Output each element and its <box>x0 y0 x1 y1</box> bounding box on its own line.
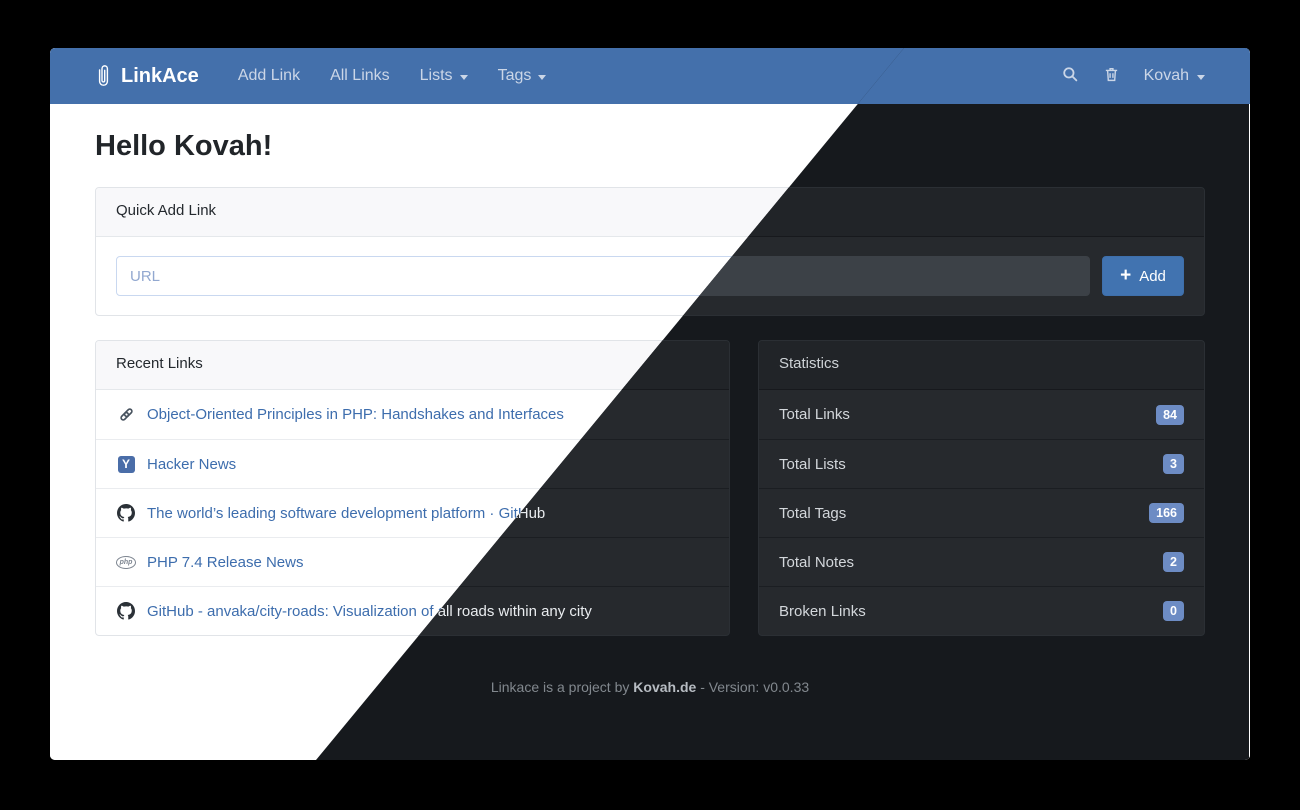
navbar-actions: Kovah <box>1061 65 1205 88</box>
count-badge: 84 <box>1156 404 1184 425</box>
nav-tags-dropdown[interactable]: Tags <box>498 67 547 85</box>
count-badge: 2 <box>1163 552 1184 572</box>
chevron-down-icon <box>538 74 547 80</box>
list-item: Object-Oriented Principles in PHP: Hands… <box>96 390 729 439</box>
recent-link[interactable]: PHP 7.4 Release News <box>147 553 304 571</box>
app-window: LinkAce Add Link All Links Lists Tags <box>50 48 1250 760</box>
page-title: Hello Kovah! <box>95 130 273 162</box>
recent-link[interactable]: Object-Oriented Principles in PHP: Hands… <box>147 406 564 423</box>
brand-link[interactable]: LinkAce <box>95 63 199 89</box>
paperclip-logo-icon <box>95 63 112 89</box>
trash-button[interactable] <box>1103 65 1120 88</box>
footer: Linkace is a project by Kovah.de - Versi… <box>490 679 810 695</box>
recent-link[interactable]: Hacker News <box>147 455 237 473</box>
nav-all-links[interactable]: All Links <box>330 67 390 84</box>
hackernews-icon: Y <box>116 455 136 473</box>
trash-icon <box>1103 65 1120 88</box>
github-icon <box>116 602 136 620</box>
add-button[interactable]: + Add <box>1102 256 1184 296</box>
list-item: php PHP 7.4 Release News <box>316 537 729 586</box>
count-badge: 3 <box>1163 454 1184 474</box>
search-button[interactable] <box>1061 65 1079 88</box>
github-icon <box>116 504 136 522</box>
footer-kovah-link[interactable]: Kovah.de <box>633 679 697 695</box>
nav-lists-dropdown[interactable]: Lists <box>420 67 468 85</box>
recent-links-title: Recent Links <box>96 341 729 390</box>
count-badge: 166 <box>1149 503 1184 523</box>
plus-icon: + <box>1120 264 1132 286</box>
stat-row: Total Links 84 <box>759 390 1204 439</box>
stat-row: Total Lists 3 <box>759 439 1204 488</box>
user-menu[interactable]: Kovah <box>1144 67 1205 85</box>
main-nav: Add Link All Links Lists Tags <box>223 67 562 85</box>
chevron-down-icon <box>459 74 468 80</box>
statistics-title: Statistics <box>759 341 1204 390</box>
stat-row: Total Notes 2 <box>759 537 1204 586</box>
statistics-card: Statistics Total Links 84 Total Lists 3 … <box>758 340 1205 636</box>
list-item: The world’s leading software development… <box>96 488 729 537</box>
stat-row: Broken Links 0 <box>759 586 1204 635</box>
recent-link[interactable]: The world’s leading software development… <box>147 504 546 522</box>
user-name: Kovah <box>1143 67 1189 84</box>
brand-name: LinkAce <box>121 64 199 87</box>
count-badge: 0 <box>1163 601 1184 621</box>
list-item: php PHP 7.4 Release News <box>96 537 729 586</box>
search-icon <box>1061 65 1079 88</box>
nav-add-link[interactable]: Add Link <box>237 67 301 84</box>
chain-link-icon <box>116 406 136 423</box>
stat-row: Total Tags 166 <box>759 488 1204 537</box>
php-icon: php <box>116 555 136 569</box>
list-item: Y Hacker News <box>96 439 729 488</box>
chevron-down-icon <box>1197 74 1205 80</box>
